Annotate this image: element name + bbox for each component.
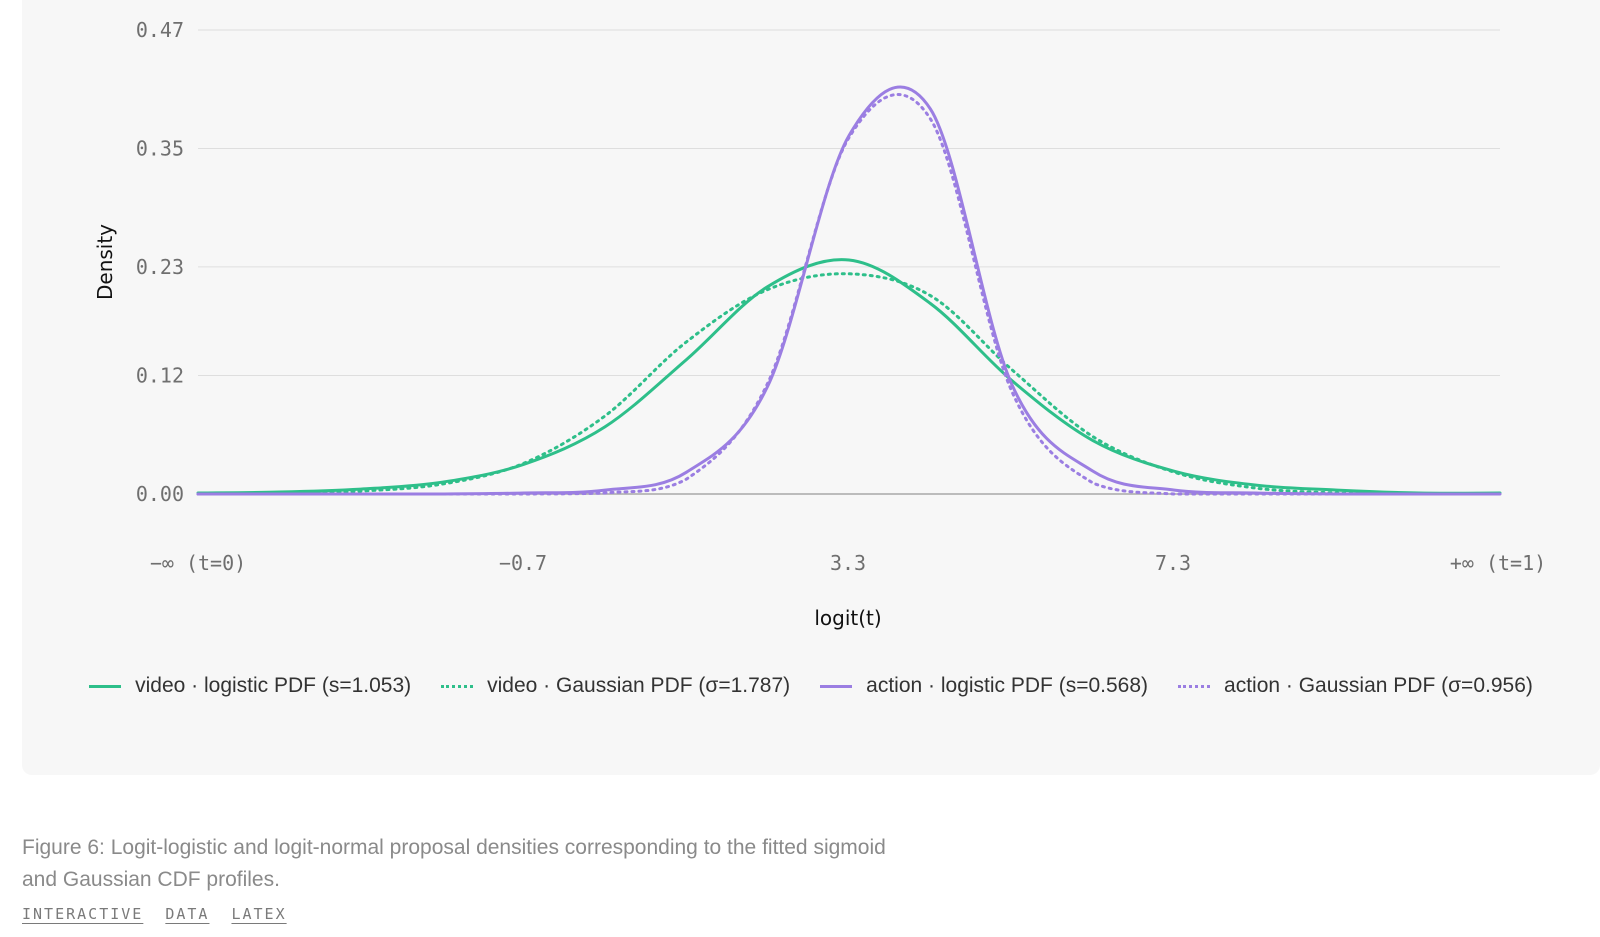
series-line-1 <box>196 272 1502 496</box>
legend-item-video-logistic[interactable]: video · logistic PDF (s=1.053) <box>89 674 411 698</box>
legend-item-video-gaussian[interactable]: video · Gaussian PDF (σ=1.787) <box>441 674 790 698</box>
x-tick-label: −0.7 <box>499 551 547 575</box>
legend-swatch-solid-green <box>89 684 122 688</box>
y-tick-label: 0.00 <box>136 482 184 506</box>
legend-label: video · Gaussian PDF (σ=1.787) <box>487 674 791 697</box>
x-tick-label: 3.3 <box>830 551 866 575</box>
legend-label: action · Gaussian PDF (σ=0.956) <box>1224 674 1533 697</box>
data-link[interactable]: DATA <box>165 905 210 923</box>
legend-label: video · logistic PDF (s=1.053) <box>135 674 412 697</box>
latex-link[interactable]: LATEX <box>231 905 287 923</box>
y-tick-labels: 0.47 0.35 0.23 0.12 0.00 <box>136 18 184 506</box>
y-tick-label: 0.47 <box>136 18 184 42</box>
y-tick-label: 0.35 <box>136 136 184 160</box>
legend-swatch-solid-purple <box>820 684 853 688</box>
x-tick-label: −∞ (t=0) <box>150 551 246 575</box>
interactive-link[interactable]: INTERACTIVE <box>22 905 144 923</box>
gridlines <box>198 29 1500 495</box>
legend-swatch-dotted-purple <box>1178 684 1211 688</box>
chart-panel: 0.47 0.35 0.23 0.12 0.00 −∞ (t=0) −0.7 3.3 7.3 +… <box>22 0 1600 775</box>
legend-item-action-logistic[interactable]: action · logistic PDF (s=0.568) <box>820 674 1148 698</box>
y-axis-title: Density <box>93 224 117 300</box>
series-line-0 <box>196 258 1502 495</box>
x-tick-label: +∞ (t=1) <box>1450 551 1546 575</box>
y-tick-label: 0.12 <box>136 364 184 388</box>
series-lines <box>196 85 1502 496</box>
legend-item-action-gaussian[interactable]: action · Gaussian PDF (σ=0.956) <box>1178 674 1533 698</box>
x-tick-label: 7.3 <box>1155 551 1191 575</box>
density-chart: 0.47 0.35 0.23 0.12 0.00 −∞ (t=0) −0.7 3.3 7.3 +… <box>93 18 1546 630</box>
legend-label: action · logistic PDF (s=0.568) <box>866 674 1149 697</box>
series-line-3 <box>196 93 1502 496</box>
figure-links: INTERACTIVE DATA LATEX <box>22 905 287 923</box>
y-tick-label: 0.23 <box>136 255 184 279</box>
x-axis-title: logit(t) <box>814 606 881 630</box>
legend-swatch-dotted-green <box>441 684 474 688</box>
x-tick-labels: −∞ (t=0) −0.7 3.3 7.3 +∞ (t=1) <box>150 551 1546 575</box>
figure-caption: Figure 6: Logit-logistic and logit-norma… <box>22 836 886 891</box>
legend: video · logistic PDF (s=1.053) video · G… <box>22 674 1600 698</box>
